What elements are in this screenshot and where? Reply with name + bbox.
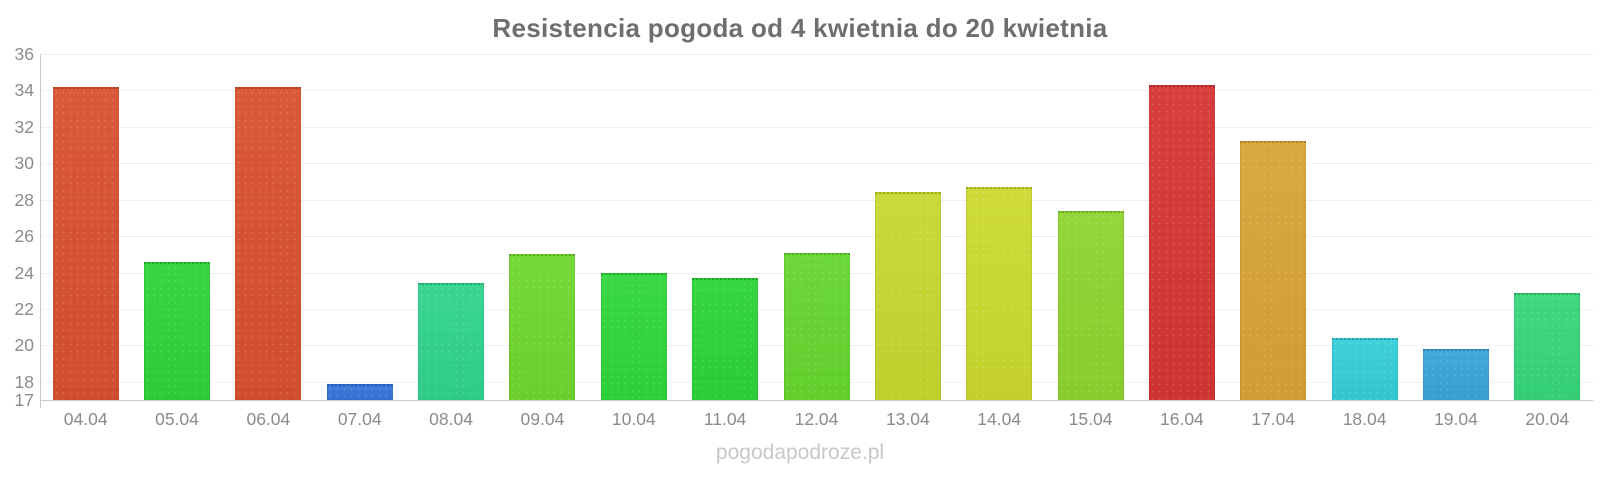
x-tick-label-13.04: 13.04 <box>885 409 930 429</box>
bar-11.04 <box>692 278 759 400</box>
gridline-34 <box>40 90 1593 92</box>
bar-08.04 <box>418 283 485 400</box>
x-tick-label-11.04: 11.04 <box>703 409 747 429</box>
x-tick-label-14.04: 14.04 <box>977 409 1022 429</box>
x-tick-label-20.04: 20.04 <box>1525 409 1570 429</box>
watermark: pogodapodroze.pl <box>715 441 885 464</box>
y-tick-label-34: 34 <box>14 80 34 101</box>
y-axis-line <box>40 54 41 408</box>
y-tick-label-20: 20 <box>14 335 34 356</box>
bar-13.04 <box>874 192 941 400</box>
x-tick-label-19.04: 19.04 <box>1434 409 1478 429</box>
x-tick-label-16.04: 16.04 <box>1160 409 1204 429</box>
y-tick-label-28: 28 <box>14 189 34 210</box>
bar-06.04 <box>235 86 302 400</box>
bar-17.04 <box>1240 141 1307 400</box>
y-tick-label-32: 32 <box>14 116 34 137</box>
x-tick-label-12.04: 12.04 <box>794 409 839 429</box>
bar-15.04 <box>1057 210 1124 400</box>
bar-19.04 <box>1422 349 1489 400</box>
y-tick-label-30: 30 <box>14 153 34 174</box>
x-tick-label-08.04: 08.04 <box>429 409 473 429</box>
y-tick-label-17: 17 <box>14 390 34 410</box>
bar-05.04 <box>144 261 211 400</box>
x-axis-line <box>40 400 1593 401</box>
x-tick-label-15.04: 15.04 <box>1068 409 1113 429</box>
chart-title: Resistencia pogoda od 4 kwietnia do 20 k… <box>492 13 1108 43</box>
bar-12.04 <box>783 252 850 400</box>
gridline-26 <box>40 236 1593 238</box>
bar-07.04 <box>326 383 393 400</box>
x-tick-label-10.04: 10.04 <box>611 409 656 429</box>
x-tick-label-07.04: 07.04 <box>337 409 382 429</box>
bar-14.04 <box>966 186 1033 400</box>
bar-10.04 <box>600 272 667 400</box>
gridline-28 <box>40 199 1593 201</box>
y-tick-label-22: 22 <box>14 298 34 319</box>
gridline-32 <box>40 126 1593 128</box>
plot-area <box>40 54 1593 400</box>
bar-18.04 <box>1331 338 1398 400</box>
y-tick-label-36: 36 <box>14 44 34 64</box>
x-tick-label-17.04: 17.04 <box>1251 409 1296 429</box>
bar-09.04 <box>509 254 576 400</box>
x-tick-label-04.04: 04.04 <box>63 409 108 429</box>
gridline-36 <box>40 54 1593 55</box>
y-tick-label-26: 26 <box>14 226 34 247</box>
bar-20.04 <box>1514 292 1581 400</box>
bar-04.04 <box>52 86 119 400</box>
x-tick-label-09.04: 09.04 <box>520 409 565 429</box>
x-tick-label-06.04: 06.04 <box>246 409 291 429</box>
y-tick-label-18: 18 <box>14 371 34 392</box>
x-tick-label-18.04: 18.04 <box>1342 409 1387 429</box>
bar-16.04 <box>1148 84 1215 400</box>
gridline-30 <box>40 163 1593 165</box>
x-tick-label-05.04: 05.04 <box>155 409 199 429</box>
y-tick-label-24: 24 <box>14 262 34 283</box>
